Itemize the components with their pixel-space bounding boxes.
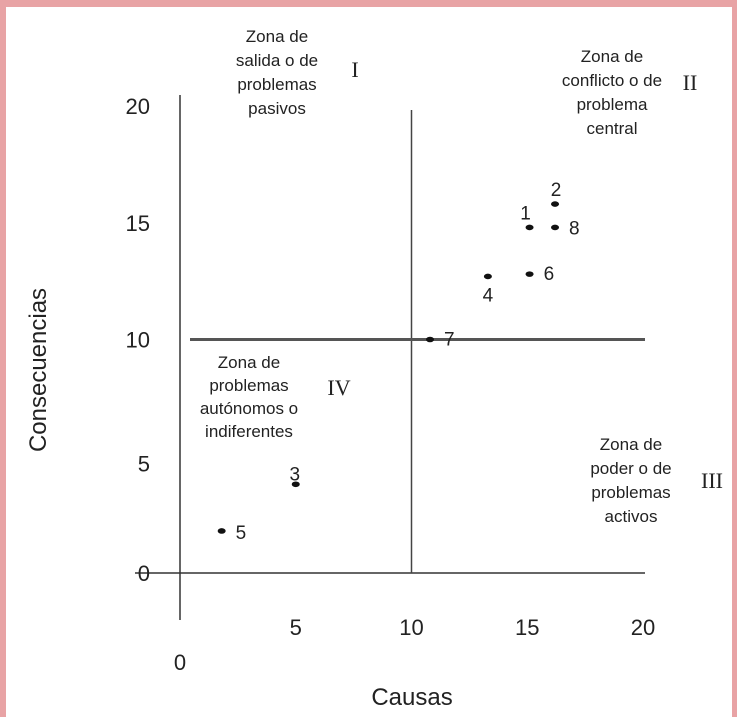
zone-i-text-line-3: problemas xyxy=(237,75,316,94)
zone-iii-text-line-2: poder o de xyxy=(590,459,671,478)
data-point-label-3: 3 xyxy=(289,464,300,485)
zone-iv-numeral: IV xyxy=(327,375,350,400)
zone-iv-text-line-1: Zona de xyxy=(218,353,280,372)
y-axis-title: Consecuencias xyxy=(25,288,52,452)
y-tick-label-15: 15 xyxy=(126,211,150,236)
zone-ii-text-line-3: problema xyxy=(577,95,648,114)
data-point-label-7: 7 xyxy=(444,330,455,351)
x-tick-label-15: 15 xyxy=(515,615,539,640)
zone-i-numeral: I xyxy=(351,57,358,82)
zone-iv-text-line-2: problemas xyxy=(209,376,288,395)
data-point-4 xyxy=(483,273,492,280)
x-tick-label-5: 5 xyxy=(290,615,302,640)
x-tick-label-0: 0 xyxy=(174,650,186,675)
zone-iv-text-line-4: indiferentes xyxy=(205,422,293,441)
data-point-label-5: 5 xyxy=(236,523,247,544)
y-tick-label-20: 20 xyxy=(126,94,150,119)
zone-iv-text-line-3: autónomos o xyxy=(200,399,298,418)
zone-ii-numeral: II xyxy=(683,70,698,95)
zone-ii-text-line-4: central xyxy=(586,119,637,138)
data-point-3 xyxy=(291,481,300,488)
x-tick-label-20: 20 xyxy=(631,615,655,640)
y-tick-label-5: 5 xyxy=(138,451,150,476)
zone-ii-text-line-1: Zona de xyxy=(581,47,643,66)
zone-i-text-line-1: Zona de xyxy=(246,27,308,46)
data-point-1 xyxy=(525,224,534,231)
data-point-label-4: 4 xyxy=(483,285,494,306)
data-point-6 xyxy=(525,271,534,277)
y-tick-label-0: 0 xyxy=(138,561,150,586)
zone-iii-text-line-1: Zona de xyxy=(600,435,662,454)
zone-iii-text-line-4: activos xyxy=(605,507,658,526)
zone-i-text-line-2: salida o de xyxy=(236,51,318,70)
y-tick-label-10: 10 xyxy=(126,328,150,353)
data-point-label-8: 8 xyxy=(569,218,580,239)
data-point-label-2: 2 xyxy=(551,180,562,201)
zone-iii-numeral: III xyxy=(701,468,723,493)
zone-iii-text-line-3: problemas xyxy=(591,483,670,502)
data-point-5 xyxy=(217,528,226,534)
x-axis-title: Causas xyxy=(371,684,452,711)
data-point-2 xyxy=(551,201,560,207)
x-tick-label-10: 10 xyxy=(399,615,423,640)
data-point-8 xyxy=(551,224,560,231)
zone-ii-text-line-2: conflicto o de xyxy=(562,71,662,90)
data-point-7 xyxy=(426,336,435,343)
data-point-label-6: 6 xyxy=(544,264,555,285)
zone-i-text-line-4: pasivos xyxy=(248,99,306,118)
data-point-label-1: 1 xyxy=(520,203,531,224)
